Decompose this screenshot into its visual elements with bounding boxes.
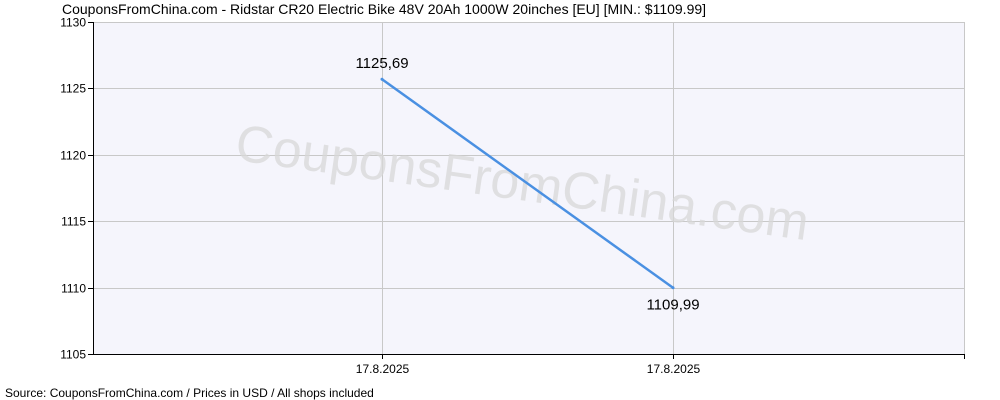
data-point xyxy=(671,286,675,290)
y-tick-label: 1105 xyxy=(60,348,86,362)
plot-area xyxy=(93,22,964,354)
series-line xyxy=(380,77,675,289)
x-tick-label: 17.8.2025 xyxy=(647,362,701,376)
axes xyxy=(93,22,964,355)
y-tick-label: 1115 xyxy=(61,215,86,229)
series-layer xyxy=(380,77,675,290)
data-point xyxy=(380,77,384,81)
y-tick-label: 1120 xyxy=(60,149,86,163)
x-axis-ticks: 17.8.2025 17.8.2025 xyxy=(356,354,965,376)
y-tick-label: 1130 xyxy=(60,16,86,30)
data-label: 1125,69 xyxy=(355,55,408,72)
y-tick-label: 1125 xyxy=(60,82,86,96)
y-tick-label: 1110 xyxy=(61,282,86,296)
data-labels: 1125,69 1109,99 xyxy=(355,55,699,313)
chart-title: CouponsFromChina.com - Ridstar CR20 Elec… xyxy=(62,1,707,17)
y-axis-ticks: 1105 1110 1115 1120 1125 1130 xyxy=(60,16,93,362)
data-label: 1109,99 xyxy=(646,297,699,314)
x-tick-label: 17.8.2025 xyxy=(356,362,410,376)
chart-footer: Source: CouponsFromChina.com / Prices in… xyxy=(5,386,374,400)
